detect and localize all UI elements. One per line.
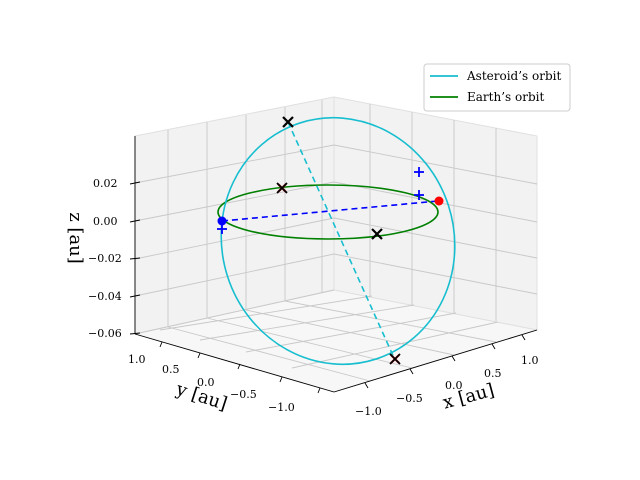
orbits bbox=[217, 116, 456, 366]
y-tick-3 bbox=[237, 363, 241, 370]
x-tick-label: 0.0 bbox=[445, 379, 463, 392]
legend-label-asteroid: Asteroid’s orbit bbox=[466, 69, 561, 83]
y-tick-5 bbox=[317, 387, 321, 394]
z-tick-4 bbox=[129, 294, 141, 298]
black-x-marker bbox=[276, 182, 288, 194]
x-tick-label: −1.0 bbox=[355, 405, 382, 418]
grid-z-right-4 bbox=[333, 253, 538, 295]
grid-floor-1 bbox=[167, 326, 371, 382]
y-tick-label: 1.0 bbox=[128, 353, 146, 366]
legend-box bbox=[423, 63, 571, 112]
grid-floor-4 bbox=[284, 300, 497, 343]
x-axis-line bbox=[333, 329, 538, 393]
y-tick-label: 0.0 bbox=[197, 376, 215, 389]
z-tick-label: −0.04 bbox=[88, 290, 122, 303]
y-tick-1 bbox=[159, 341, 163, 348]
z-tick-labels: 0.02 0.00 −0.02 −0.04 −0.06 bbox=[88, 177, 122, 340]
tick-marks bbox=[129, 181, 526, 394]
x-tick-label: −0.5 bbox=[396, 392, 423, 405]
grid-floor-2 bbox=[206, 317, 413, 369]
red-dot-marker bbox=[434, 196, 444, 206]
grid-z-right-3 bbox=[333, 217, 538, 259]
z-tick-1 bbox=[129, 181, 141, 185]
x-tick-2 bbox=[409, 368, 414, 375]
z-tick-label: −0.02 bbox=[88, 252, 122, 265]
earth-connect-line bbox=[221, 200, 439, 222]
black-x-marker bbox=[371, 228, 383, 240]
legend: Asteroid’s orbit Earth’s orbit bbox=[423, 63, 571, 112]
earth-orbit-line bbox=[217, 184, 439, 240]
y-tick-label: 0.5 bbox=[162, 363, 180, 376]
asteroid-node-line bbox=[287, 121, 396, 361]
legend-label-earth: Earth’s orbit bbox=[467, 90, 544, 104]
grid-floor-6 bbox=[199, 304, 415, 341]
grid-z-right-1 bbox=[333, 144, 538, 185]
z-tick-label: 0.00 bbox=[93, 215, 118, 228]
z-tick-3 bbox=[129, 257, 141, 260]
y-tick-label: −1.0 bbox=[268, 401, 295, 414]
y-tick-2 bbox=[197, 352, 201, 359]
black-x-marker bbox=[282, 116, 294, 128]
blue-plus-marker bbox=[414, 190, 424, 200]
asteroid-orbit-line bbox=[220, 116, 456, 366]
x-tick-4 bbox=[491, 343, 496, 350]
blue-plus-marker bbox=[217, 224, 227, 234]
x-tick-labels: −1.0 −0.5 0.0 0.5 1.0 bbox=[355, 354, 539, 418]
y-tick-labels: 1.0 0.5 0.0 −0.5 −1.0 bbox=[128, 353, 295, 414]
right-pane bbox=[333, 96, 538, 331]
x-tick-5 bbox=[521, 334, 526, 341]
z-axis-label: z [au] bbox=[65, 212, 86, 264]
blue-plus-marker bbox=[414, 167, 424, 177]
y-tick-label: −0.5 bbox=[230, 388, 257, 401]
black-x-marker bbox=[389, 353, 401, 365]
blue-dot-marker bbox=[217, 216, 227, 226]
grid-floor-8 bbox=[291, 321, 499, 369]
y-axis-line bbox=[134, 333, 335, 393]
markers bbox=[217, 116, 444, 365]
z-tick-2 bbox=[129, 219, 141, 223]
z-tick-label: −0.06 bbox=[88, 327, 122, 340]
grid-floor-5 bbox=[159, 295, 373, 331]
y-tick-4 bbox=[279, 376, 283, 383]
axis-lines bbox=[134, 136, 538, 393]
z-tick-label: 0.02 bbox=[93, 177, 118, 190]
x-tick-label: 1.0 bbox=[521, 354, 539, 367]
back-panes bbox=[134, 96, 538, 393]
z-tick-5 bbox=[129, 332, 141, 335]
x-tick-label: 0.5 bbox=[484, 367, 502, 380]
x-tick-1 bbox=[364, 382, 369, 389]
x-tick-3 bbox=[451, 355, 456, 362]
